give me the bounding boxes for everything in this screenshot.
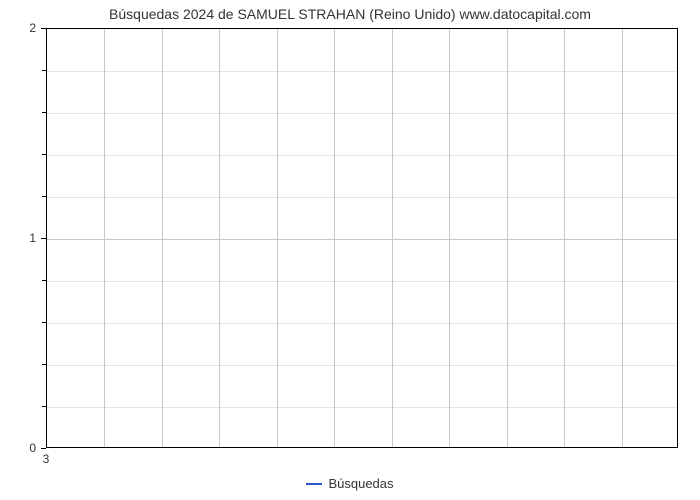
gridline-v xyxy=(392,29,393,447)
gridline-v xyxy=(507,29,508,447)
gridline-v xyxy=(162,29,163,447)
gridline-h-minor xyxy=(47,323,677,324)
gridline-h-minor xyxy=(47,281,677,282)
gridline-h-minor xyxy=(47,113,677,114)
gridline-h-minor xyxy=(47,407,677,408)
y-tick-mark xyxy=(41,238,46,239)
y-tick-mark-minor xyxy=(42,364,46,365)
y-tick-mark-minor xyxy=(42,322,46,323)
y-tick-mark-minor xyxy=(42,154,46,155)
gridline-h-minor xyxy=(47,71,677,72)
x-tick-label: 3 xyxy=(43,452,50,466)
gridline-h-minor xyxy=(47,365,677,366)
gridline-h-minor xyxy=(47,197,677,198)
gridline-v xyxy=(334,29,335,447)
gridline-v xyxy=(277,29,278,447)
y-tick-mark xyxy=(41,28,46,29)
gridline-h-major xyxy=(47,239,677,240)
gridline-v xyxy=(104,29,105,447)
y-tick-mark-minor xyxy=(42,406,46,407)
plot-area xyxy=(46,28,678,448)
chart-container: Búsquedas 2024 de SAMUEL STRAHAN (Reino … xyxy=(0,0,700,500)
y-tick-mark xyxy=(41,448,46,449)
y-tick-mark-minor xyxy=(42,196,46,197)
y-tick-mark-minor xyxy=(42,70,46,71)
legend-swatch xyxy=(306,483,322,485)
legend-label: Búsquedas xyxy=(328,476,393,491)
gridline-h-minor xyxy=(47,155,677,156)
gridline-v xyxy=(219,29,220,447)
gridline-v xyxy=(622,29,623,447)
gridline-v xyxy=(449,29,450,447)
legend: Búsquedas xyxy=(0,476,700,491)
y-tick-mark-minor xyxy=(42,112,46,113)
chart-title: Búsquedas 2024 de SAMUEL STRAHAN (Reino … xyxy=(0,6,700,22)
y-tick-label: 1 xyxy=(0,231,36,245)
y-tick-label: 0 xyxy=(0,441,36,455)
gridline-v xyxy=(564,29,565,447)
y-tick-label: 2 xyxy=(0,21,36,35)
y-tick-mark-minor xyxy=(42,280,46,281)
